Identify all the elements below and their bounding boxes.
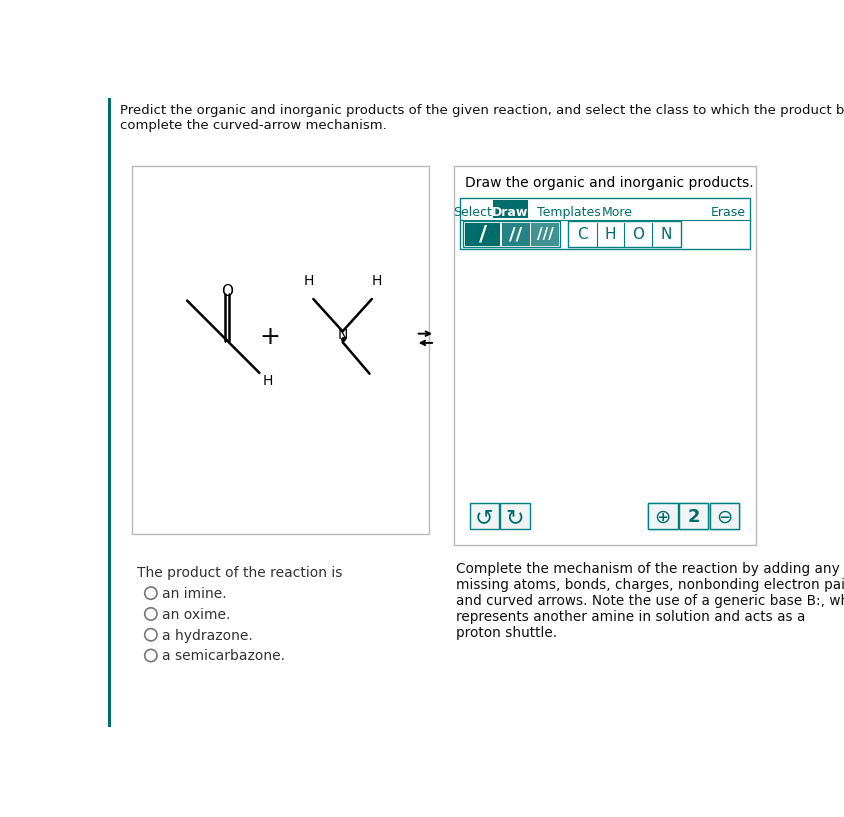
Text: a hydrazone.: a hydrazone. (161, 628, 252, 642)
Text: Select: Select (452, 206, 491, 218)
Text: ↻: ↻ (506, 507, 524, 528)
Text: Erase: Erase (710, 206, 744, 218)
Text: ⊖: ⊖ (716, 507, 732, 526)
Text: Draw the organic and inorganic products.: Draw the organic and inorganic products. (464, 176, 753, 190)
Text: +: + (259, 324, 279, 349)
Text: an imine.: an imine. (161, 587, 226, 601)
Text: H: H (262, 374, 273, 388)
Bar (133, 166, 428, 534)
Bar (492, 199, 528, 218)
Text: H: H (604, 227, 615, 242)
Bar (647, 503, 677, 529)
Text: O: O (221, 284, 233, 299)
Bar (709, 503, 738, 529)
Text: N: N (659, 227, 671, 242)
Text: Complete the mechanism of the reaction by adding any
missing atoms, bonds, charg: Complete the mechanism of the reaction b… (455, 561, 844, 641)
Text: H: H (371, 275, 381, 288)
Text: /: / (478, 225, 486, 244)
Bar (679, 503, 707, 529)
Text: ⊕: ⊕ (654, 507, 670, 526)
Text: O: O (631, 227, 643, 242)
Bar (108, 98, 111, 727)
Text: Templates: Templates (537, 206, 600, 218)
Bar (463, 221, 560, 248)
Text: The product of the reaction is: The product of the reaction is (137, 566, 342, 580)
Text: Draw: Draw (492, 206, 528, 218)
Text: 2: 2 (687, 508, 699, 526)
Bar (531, 223, 558, 246)
Bar (647, 503, 677, 529)
Bar (460, 199, 749, 249)
Text: More: More (602, 206, 632, 218)
Bar (500, 503, 529, 529)
Text: C: C (576, 227, 587, 242)
Text: an oxime.: an oxime. (161, 608, 230, 622)
Bar (501, 223, 529, 246)
Text: H: H (303, 275, 313, 288)
Bar (567, 221, 679, 248)
Text: N: N (337, 328, 348, 342)
Bar (469, 503, 498, 529)
Text: a semicarbazone.: a semicarbazone. (161, 650, 284, 663)
Bar (454, 166, 755, 545)
Text: //: // (509, 225, 522, 243)
Bar (709, 503, 738, 529)
Text: Predict the organic and inorganic products of the given reaction, and select the: Predict the organic and inorganic produc… (120, 105, 844, 132)
Text: ↺: ↺ (474, 507, 493, 528)
Bar (679, 503, 707, 529)
Bar (464, 223, 500, 246)
Text: ///: /// (536, 227, 553, 242)
